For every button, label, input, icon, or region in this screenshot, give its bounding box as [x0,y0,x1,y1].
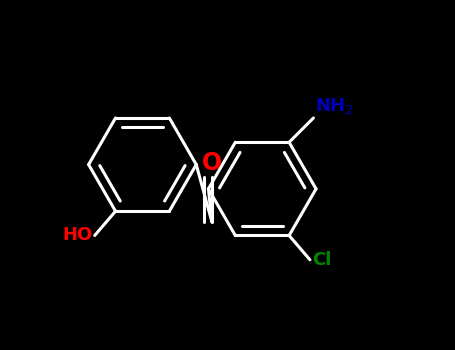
Text: HO: HO [63,226,93,245]
Text: O: O [202,151,222,175]
Text: NH$_2$: NH$_2$ [315,96,354,116]
Text: Cl: Cl [312,251,331,269]
